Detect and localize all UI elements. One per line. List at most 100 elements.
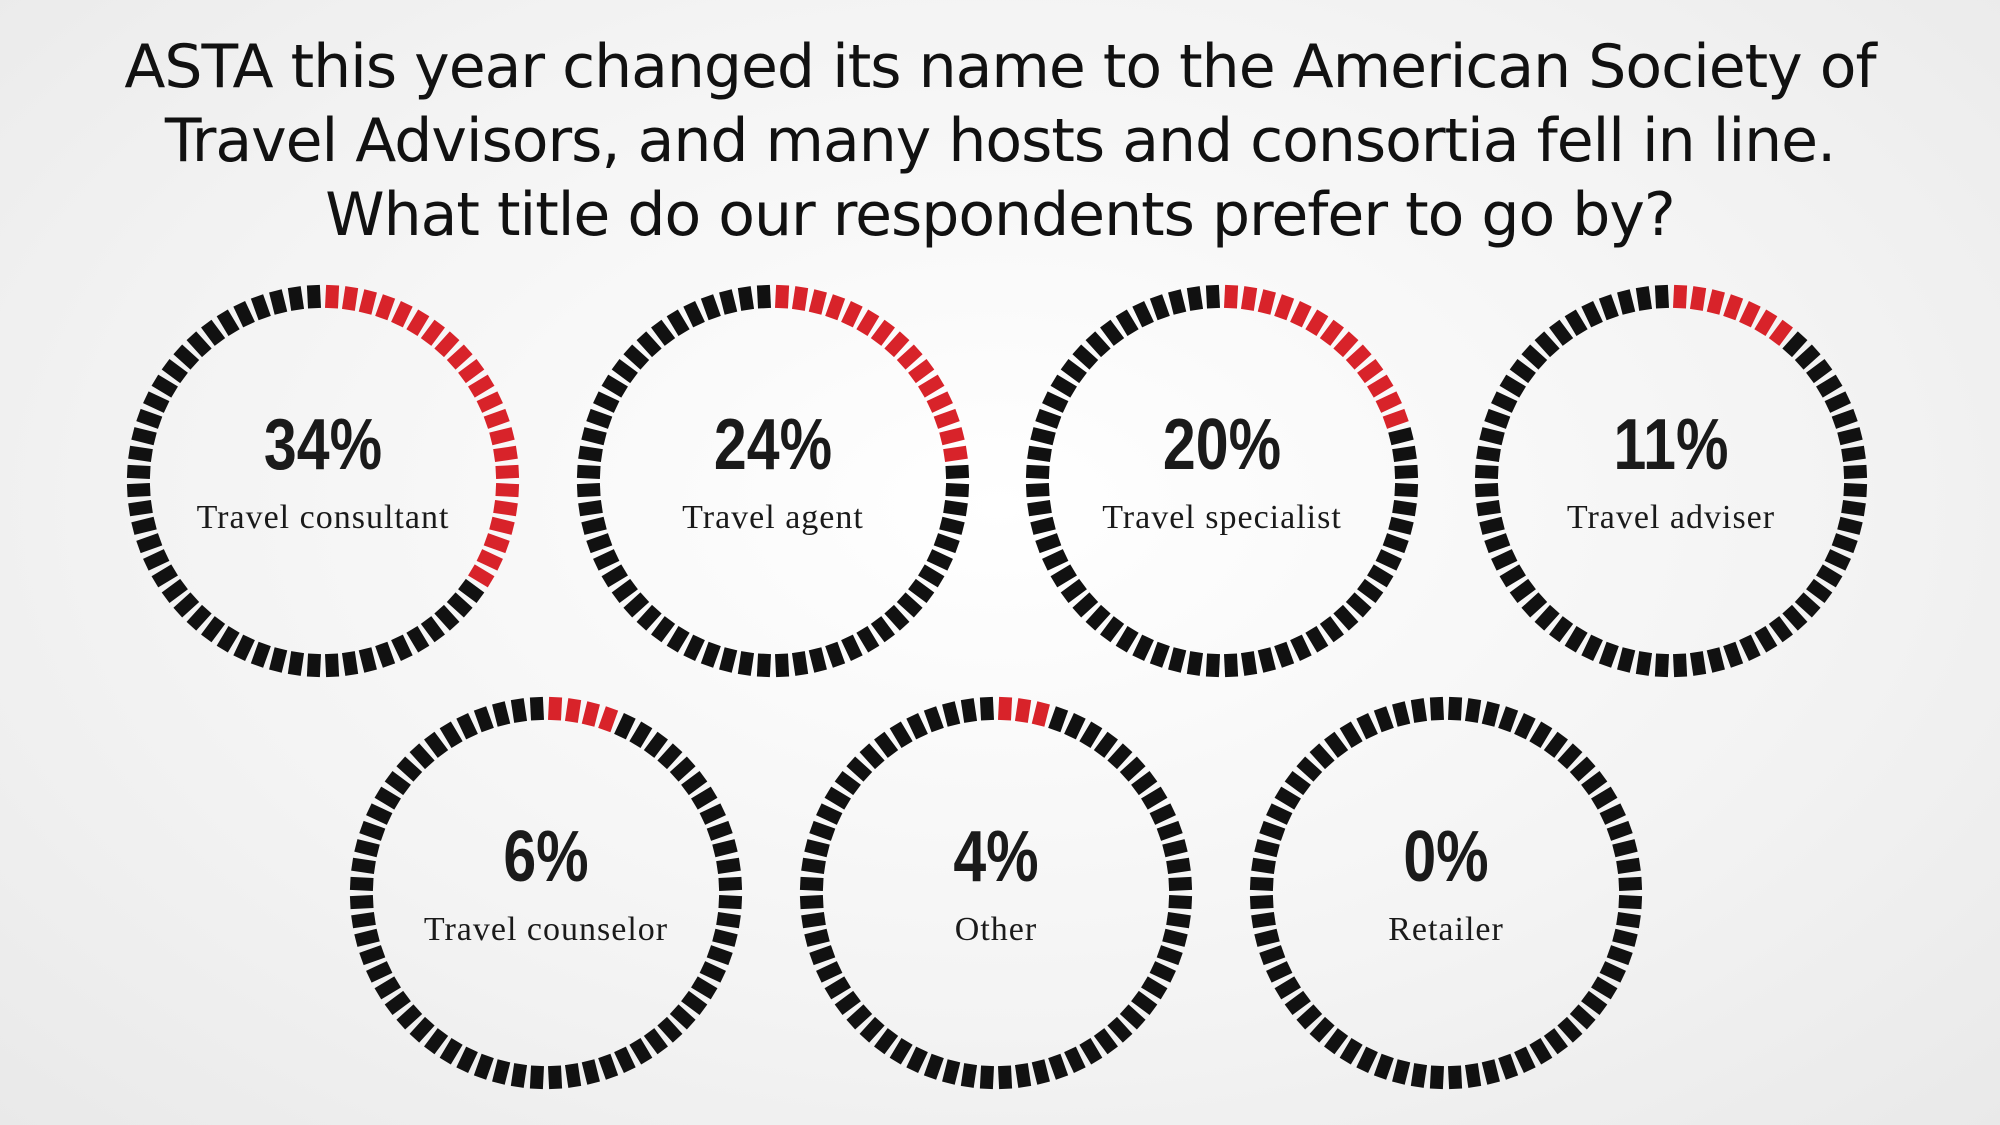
gauge-dash bbox=[128, 499, 153, 517]
gauge-dash bbox=[933, 533, 960, 554]
gauge-dash bbox=[306, 284, 322, 309]
gauge-dash bbox=[1131, 990, 1158, 1015]
gauge-dash bbox=[1474, 482, 1499, 498]
gauge-dash bbox=[151, 374, 178, 398]
gauge-dash bbox=[359, 820, 386, 841]
gauge-dash bbox=[1115, 626, 1139, 653]
gauge-dash bbox=[1072, 592, 1099, 618]
gauge-dash bbox=[1534, 604, 1560, 631]
gauge-dash bbox=[1557, 743, 1583, 770]
gauge-dash bbox=[1581, 771, 1608, 796]
gauge-dash bbox=[1042, 391, 1069, 413]
gauge-dash bbox=[1064, 1046, 1086, 1073]
gauge-dash bbox=[1499, 564, 1526, 588]
gauge-dash bbox=[1581, 990, 1608, 1015]
gauge-dash bbox=[1035, 533, 1062, 554]
gauge-dash-filled bbox=[1031, 701, 1050, 727]
gauge-dash bbox=[1616, 857, 1641, 875]
gauge-dash bbox=[1618, 876, 1643, 892]
gauge-dash bbox=[1079, 721, 1103, 748]
gauge-dash bbox=[324, 653, 340, 678]
gauge-dash bbox=[1048, 1053, 1069, 1080]
gauge-dash bbox=[1064, 713, 1086, 740]
gauge-dash bbox=[1429, 696, 1445, 721]
gauge-dash bbox=[1410, 698, 1428, 723]
gauge-dash bbox=[1672, 653, 1688, 678]
gauge-dash bbox=[576, 482, 601, 498]
gauge-dash bbox=[287, 651, 305, 676]
gauge-dash bbox=[233, 634, 255, 661]
gauge-dash bbox=[1598, 294, 1619, 321]
gauge-dash bbox=[601, 374, 628, 398]
gauge-dash-filled bbox=[341, 286, 359, 311]
gauge-dash bbox=[1606, 820, 1633, 841]
gauge-dash bbox=[1392, 701, 1411, 727]
gauge-dash bbox=[1324, 1028, 1349, 1055]
gauge-dash bbox=[586, 408, 613, 429]
gauge-dash bbox=[1476, 499, 1501, 517]
gauge-dash bbox=[737, 286, 755, 311]
category-label: Travel consultant bbox=[197, 499, 450, 536]
gauge-dash bbox=[1499, 374, 1526, 398]
gauge-dash-filled bbox=[825, 294, 846, 321]
gauge-dash bbox=[629, 721, 653, 748]
gauge-dash bbox=[1251, 911, 1276, 929]
gauge-dash bbox=[1031, 1059, 1050, 1085]
gauge-dash bbox=[586, 533, 613, 554]
gauge-dash bbox=[945, 482, 970, 498]
category-label: Other bbox=[955, 911, 1037, 948]
gauge-dash bbox=[384, 990, 411, 1015]
gauge-dash-filled bbox=[493, 499, 518, 517]
gauge-dash bbox=[1356, 1046, 1378, 1073]
gauge-dash bbox=[1249, 876, 1274, 892]
value-label: 0% bbox=[1403, 815, 1488, 896]
gauge-dash-filled bbox=[856, 309, 880, 336]
gauge-dash bbox=[581, 516, 607, 535]
gauge-dash bbox=[1739, 634, 1761, 661]
gauge-dash bbox=[1569, 756, 1596, 782]
gauge-dash bbox=[825, 641, 846, 668]
gauge-ring: 20% Travel specialist bbox=[1025, 284, 1419, 678]
gauge-dash-filled bbox=[1689, 286, 1707, 311]
gauge-dash bbox=[458, 578, 485, 603]
gauge-dash bbox=[1564, 309, 1588, 336]
gauge-dash bbox=[1410, 1063, 1428, 1088]
gauge-dash-filled bbox=[1375, 391, 1402, 413]
gauge-dash bbox=[349, 876, 374, 892]
gauge-dash bbox=[939, 516, 965, 535]
gauge-dash bbox=[1107, 1016, 1133, 1043]
gauge-dash bbox=[1543, 1028, 1568, 1055]
gauge-dash-filled bbox=[1223, 284, 1239, 309]
gauge-dash bbox=[1794, 592, 1821, 618]
gauge-dash bbox=[1085, 331, 1111, 358]
gauge-ring: 6% Travel counselor bbox=[349, 696, 743, 1090]
gauge-dash bbox=[1816, 564, 1843, 588]
gauge-dash bbox=[473, 1053, 494, 1080]
gauge-dash-filled bbox=[406, 309, 430, 336]
gauge-dash-filled bbox=[908, 359, 935, 384]
gauge-dash bbox=[601, 564, 628, 588]
gauge-dash bbox=[1392, 499, 1417, 517]
gauge-dash bbox=[1274, 786, 1301, 810]
gauge-dash bbox=[874, 731, 899, 758]
category-label: Travel specialist bbox=[1102, 499, 1342, 536]
gauge-dash-filled bbox=[468, 374, 495, 398]
gauge-dash bbox=[1689, 651, 1707, 676]
gauge-dash-filled bbox=[495, 464, 520, 480]
gauge-dash bbox=[1357, 578, 1384, 603]
gauge-dash bbox=[1284, 990, 1311, 1015]
gauge-dash bbox=[1274, 641, 1295, 668]
gauge-dash bbox=[1079, 1038, 1103, 1065]
gauge-dash bbox=[396, 756, 423, 782]
gauge-dash bbox=[510, 1063, 528, 1088]
gauge-dash-filled bbox=[1768, 319, 1793, 346]
gauge-dash bbox=[201, 616, 226, 643]
gauge-dash bbox=[201, 319, 226, 346]
gauge-dash bbox=[1394, 482, 1419, 498]
gauge-dash-filled bbox=[434, 331, 460, 358]
gauge-dash bbox=[611, 359, 638, 384]
gauge-dash bbox=[1356, 713, 1378, 740]
gauge-dash bbox=[1168, 894, 1193, 910]
gauge-dash bbox=[136, 533, 163, 554]
